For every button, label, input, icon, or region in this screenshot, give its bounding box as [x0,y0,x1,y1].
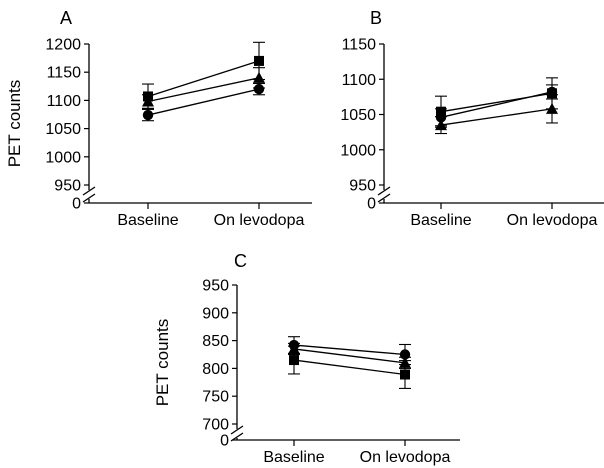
axis-break-mark [82,186,96,196]
data-point-square [254,55,264,66]
data-point-circle [288,339,300,351]
panel-label: B [370,8,382,28]
y-tick-label: 1100 [342,72,377,89]
x-tick-label: On levodopa [360,449,451,466]
y-axis-label: PET counts [5,80,24,168]
y-tick-label: 900 [202,305,229,322]
data-point-triangle [142,95,154,107]
data-point-square [400,369,410,380]
series-square [435,77,558,128]
y-tick-label: 0 [220,433,229,450]
y-tick-label: 1200 [45,37,81,54]
x-tick-label: Baseline [410,212,471,229]
x-tick-label: On levodopa [214,212,305,229]
y-tick-label: 950 [202,278,229,295]
data-point-circle [399,349,411,360]
y-tick-label: 850 [202,333,229,350]
y-tick-label: 750 [202,389,229,406]
series-line [293,348,406,364]
axis-break-mark [377,186,391,196]
data-point-triangle [546,102,558,114]
x-tick-label: Baseline [117,212,178,229]
series-line [147,77,260,103]
series-line [147,88,260,116]
data-point-triangle [253,71,265,83]
data-point-circle [435,112,447,123]
series-circle [142,82,265,122]
x-tick-label: Baseline [263,449,324,466]
series-circle [288,336,411,366]
y-tick-label: 1150 [47,65,82,82]
y-tick-label: 0 [72,196,81,213]
y-tick-label: 950 [349,178,376,195]
series-line [147,60,260,98]
y-tick-label: 0 [367,196,376,213]
x-tick-label: On levodopa [507,212,598,229]
series-line [293,344,406,356]
y-tick-label: 700 [202,417,229,434]
series-line [293,359,406,376]
data-point-circle [142,109,154,121]
y-tick-label: 800 [202,361,229,378]
series-line [440,91,553,118]
panel-label: A [60,8,72,28]
series-circle [435,84,558,127]
data-point-circle [253,83,265,95]
y-tick-label: 1000 [340,142,376,159]
y-tick-label: 950 [54,178,81,195]
panel-label: C [234,251,247,271]
y-tick-label: 1050 [340,107,376,124]
series-square [288,345,411,389]
y-tick-label: 1050 [45,121,81,138]
y-axis-label: PET counts [153,319,172,407]
axis-break-mark [82,193,96,203]
axis-break-mark [230,425,244,435]
series-line [440,108,553,126]
data-point-square [289,355,299,366]
y-tick-label: 1100 [47,93,82,110]
axis-break-mark [377,193,391,203]
y-tick-label: 1000 [45,149,81,166]
y-tick-label: 1150 [342,37,377,54]
data-point-circle [546,86,558,98]
